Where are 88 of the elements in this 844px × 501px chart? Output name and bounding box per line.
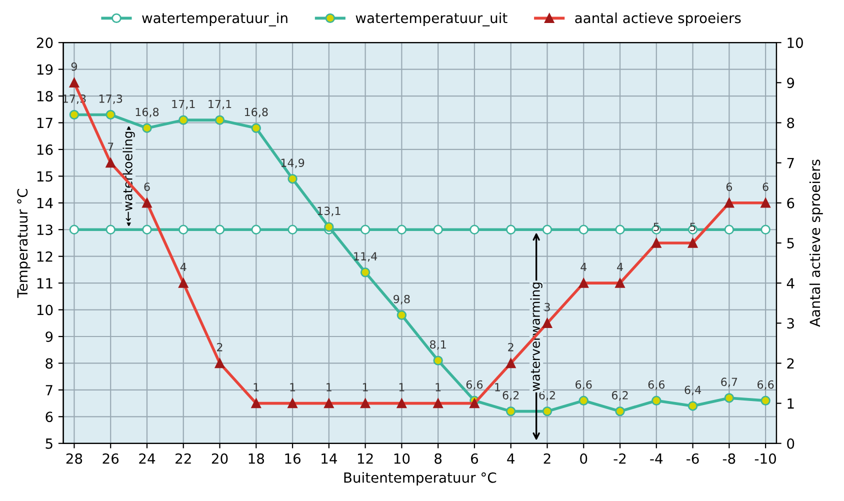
legend-label: aantal actieve sproeiers [575, 12, 741, 26]
data-label: 6,6 [466, 380, 483, 390]
x-tick-label: -2 [614, 453, 626, 464]
y-tick-label: 19 [37, 64, 53, 75]
x-axis-title: Buitentemperatuur °C [344, 472, 496, 486]
y-tick-label: 14 [37, 198, 53, 208]
data-label: 1 [399, 383, 404, 392]
data-label: 11,4 [354, 252, 378, 262]
data-label: 7 [108, 142, 114, 151]
data-label: 6 [762, 182, 768, 192]
data-label: 1 [290, 383, 296, 392]
y-tick-label: 18 [37, 90, 53, 102]
x-tick-label: 16 [285, 453, 300, 464]
y-tick-label: 17 [37, 118, 52, 128]
y-tick-label: 11 [37, 278, 52, 288]
data-label: 1 [362, 383, 368, 392]
y2-axis-title: Aantal actieve sproeiers [809, 160, 823, 327]
x-tick-label: 24 [139, 453, 156, 464]
y-tick-label: 6 [46, 412, 53, 422]
x-tick-label: 6 [471, 453, 478, 464]
data-label: 1 [254, 383, 259, 392]
data-label: 3 [544, 302, 550, 312]
legend-label: watertemperatuur_in [142, 12, 288, 26]
legend-label: watertemperatuur_uit [356, 12, 508, 26]
y2-tick-label: 5 [787, 238, 794, 248]
data-label: 6,2 [502, 391, 519, 401]
y2-tick-label: 3 [787, 318, 794, 329]
data-label: 6,4 [684, 386, 702, 396]
data-label: 6,6 [648, 380, 665, 390]
x-tick-label: 10 [394, 453, 410, 464]
data-label: 6,6 [576, 380, 592, 390]
y2-tick-label: 2 [787, 358, 794, 368]
y-tick-label: 16 [37, 144, 53, 155]
y2-tick-label: 9 [787, 78, 794, 88]
x-tick-label: 8 [434, 453, 442, 464]
y2-tick-label: 8 [787, 118, 794, 128]
y-tick-label: 10 [37, 304, 53, 316]
data-label: 4 [580, 262, 587, 272]
y-axis-title: Temperatuur °C [17, 188, 30, 298]
x-tick-label: -10 [754, 453, 776, 464]
data-label: 1 [326, 383, 332, 392]
data-label: 2 [217, 342, 222, 352]
data-label: 9,8 [394, 294, 410, 304]
x-tick-label: 20 [212, 453, 228, 464]
data-label: 9 [71, 62, 77, 71]
x-tick-label: 14 [322, 454, 337, 464]
y2-tick-label: 1 [788, 398, 794, 409]
y-tick-label: 9 [46, 331, 53, 342]
data-label: 8,1 [430, 340, 446, 350]
x-tick-label: 2 [544, 453, 550, 464]
y2-tick-label: 7 [787, 158, 794, 168]
data-label: 2 [508, 342, 514, 352]
x-tick-label: 0 [580, 453, 588, 464]
y2-tick-label: 6 [787, 198, 794, 208]
data-label: 17,3 [99, 94, 122, 104]
x-tick-label: 12 [358, 453, 373, 464]
data-label: 16,8 [136, 108, 159, 118]
data-label: 16,8 [245, 108, 268, 118]
data-label: 17,1 [208, 100, 232, 110]
y2-tick-label: 10 [788, 38, 803, 48]
y2-tick-label: 0 [787, 438, 794, 449]
x-tick-label: 26 [102, 453, 119, 464]
data-label: 4 [617, 262, 623, 272]
y-tick-label: 20 [36, 38, 53, 48]
x-tick-label: 18 [248, 453, 264, 464]
data-label: 1 [495, 383, 500, 392]
y-tick-label: 7 [46, 385, 52, 396]
x-tick-label: -4 [650, 454, 663, 464]
y-tick-label: 5 [46, 438, 52, 449]
y2-tick-label: 4 [786, 278, 794, 288]
x-tick-label: 28 [66, 453, 82, 464]
y-tick-label: 13 [37, 224, 52, 236]
x-tick-label: 4 [507, 454, 514, 464]
data-label: 6,2 [612, 391, 628, 401]
annotation: waterverwarming [530, 282, 542, 392]
x-tick-label: 22 [176, 453, 191, 464]
data-label: 6,7 [721, 378, 738, 388]
data-label: 4 [180, 262, 186, 272]
y-tick-label: 12 [37, 251, 52, 262]
y-tick-label: 8 [46, 358, 53, 369]
data-label: 6,6 [758, 380, 774, 390]
x-tick-label: -6 [686, 453, 699, 464]
y-tick-label: 15 [37, 171, 52, 182]
data-label: 1 [436, 383, 441, 392]
data-label: 6 [144, 182, 150, 192]
x-tick-label: -8 [722, 453, 736, 464]
data-label: 6 [726, 182, 732, 192]
data-label: 17,1 [172, 100, 195, 110]
